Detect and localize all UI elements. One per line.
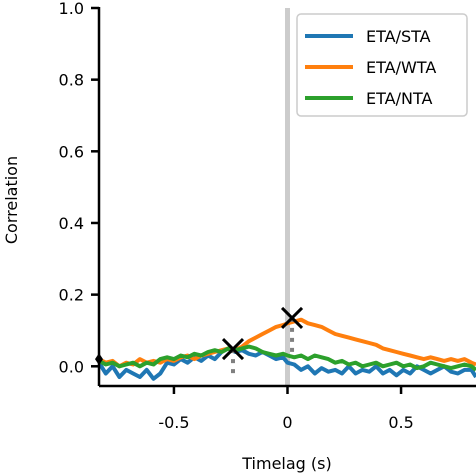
y-tick-label-5: 1.0 — [59, 0, 84, 18]
y-tick-label-0: 0.0 — [59, 357, 84, 376]
x-axis-title: Timelag (s) — [241, 454, 331, 473]
x-tick-label-0: -0.5 — [158, 413, 189, 432]
y-tick-label-1: 0.2 — [59, 286, 84, 305]
x-tick-label-2: 0.5 — [388, 413, 413, 432]
peak-marker-0-b — [221, 338, 245, 361]
legend-label-0: ETA/STA — [366, 27, 431, 46]
marker-layer — [95, 306, 304, 378]
y-axis-title: Correlation — [2, 156, 21, 244]
legend: ETA/STA ETA/WTA ETA/NTA — [296, 13, 468, 117]
y-tick-label-3: 0.6 — [59, 142, 84, 161]
legend-label-1: ETA/WTA — [366, 58, 436, 77]
y-tick-label-2: 0.4 — [59, 214, 84, 233]
legend-box — [296, 13, 468, 117]
x-tick-label-1: 0 — [282, 413, 292, 432]
tick-layer: 0.0 0.2 0.4 0.6 0.8 1.0 -0.5 0 0.5 — [59, 0, 414, 432]
legend-label-2: ETA/NTA — [366, 89, 432, 108]
series-line-eta-nta — [99, 344, 476, 372]
peak-marker-1-b — [280, 306, 304, 329]
y-tick-label-4: 0.8 — [59, 71, 84, 90]
